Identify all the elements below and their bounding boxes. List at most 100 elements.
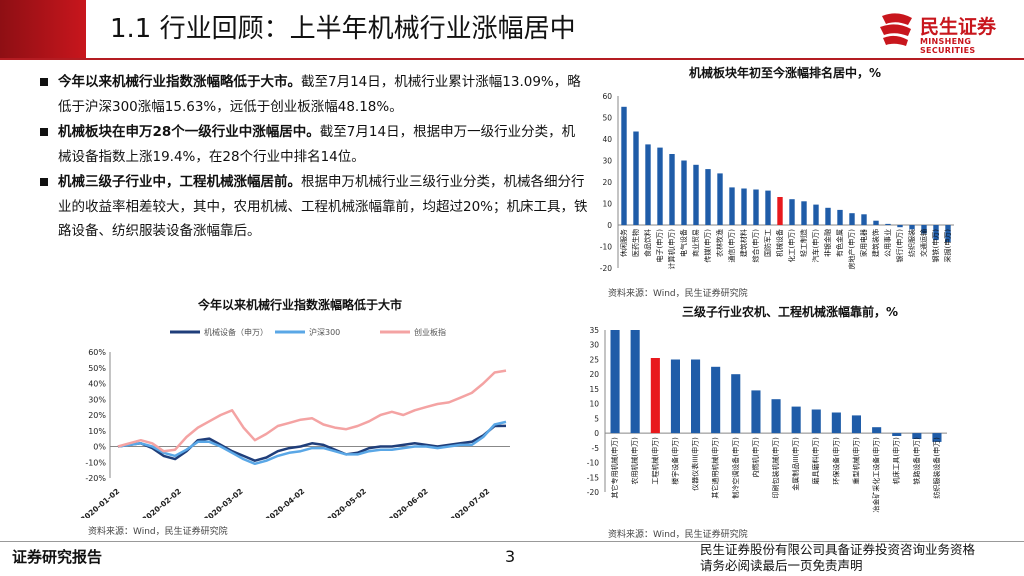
x-tick-label: 2020-03-02 [202,487,245,518]
bar [813,204,819,225]
category-label: 机床工具(申万) [892,437,901,485]
category-label: 有色金属 [835,229,844,257]
x-tick-label: 2020-04-02 [264,487,307,518]
bullet-item: 机械板块在申万28个一级行业中涨幅居中。截至7月14日，根据申万一级行业分类，机… [28,120,588,169]
bar [645,144,651,225]
bar [777,197,783,225]
legend-label: 沪深300 [309,327,340,337]
bar [909,225,915,230]
category-label: 内燃机(申万) [751,437,760,478]
category-label: 纺织服装 [907,229,916,257]
category-label: 采掘(申万) [943,229,952,263]
y-tick-label: 25 [589,355,599,364]
x-tick-label: 2020-01-02 [79,487,122,518]
y-tick-label: 60% [88,348,106,357]
bar [831,412,841,434]
bar [731,374,741,434]
category-label: 钢铁(申万) [931,229,940,263]
x-tick-label: 2020-05-02 [325,487,368,518]
category-label: 制冷空调设备(申万) [731,437,740,499]
line-chart-source: 资料来源：Wind，民生证券研究院 [88,527,228,537]
category-label: 金属制品III(申万) [791,437,800,491]
y-tick-label: 5 [594,414,599,423]
rank-chart-source: 资料来源：Wind，民生证券研究院 [608,289,748,299]
category-label: 商业贸易 [691,229,700,257]
bar [849,213,855,225]
bar [633,131,639,225]
page-title: 1.1 行业回顾：上半年机械行业涨幅居中 [110,14,576,44]
bar [621,106,627,226]
bullet-text: 截至7月14日，根据申万一级行业分类，机械设备指数上涨19.4%，在28个行业中… [58,124,576,165]
category-label: 纺织服装设备(申万) [932,437,941,499]
bar [670,359,680,434]
y-tick-label: -10% [85,458,106,467]
category-label: 电气设备 [679,229,688,257]
bar [932,433,942,442]
y-tick-label: 10 [602,200,612,209]
footer-report-label: 证券研究报告 [12,548,103,566]
category-label: 非银金融 [823,229,832,257]
rank-bar-chart: 60 50 40 30 20 10 0 -10 -20 休闲服务 医药生物 食品饮料 电子(申万) 计算机… [600,92,954,273]
sub-chart-source: 资料来源：Wind，民生证券研究院 [608,530,748,540]
line-chart-title: 今年以来机械行业指数涨幅略低于大市 [197,298,402,312]
category-label: 综合(申万) [751,229,760,263]
category-label: 交通运输 [919,229,928,257]
y-tick-label: -20% [85,474,106,483]
category-label: 轻工制造 [799,229,808,257]
bar [912,433,922,439]
bar [921,225,927,234]
page-number: 3 [505,547,516,566]
category-label: 其它通用机械(申万) [711,437,720,499]
bar [765,190,771,225]
line-chart: 机械设备（申万） 沪深300 创业板指 60% 50% 40% 30% 20% 10% 0% -10… [79,327,510,518]
category-label: 建筑装饰 [871,229,880,257]
y-tick-label: -20 [600,264,612,273]
bar [711,366,721,434]
bar [801,201,807,225]
y-tick-label: -5 [592,444,600,453]
bar [741,188,747,225]
y-tick-label: -15 [587,473,599,482]
bar [872,427,882,434]
bullet-heading: 今年以来机械行业指数涨幅略低于大市。 [58,74,301,90]
category-label: 公用事业 [883,229,892,257]
bar [705,169,711,225]
sub-industry-bar-chart: 35 30 25 20 15 10 5 0 -5 -10 -15 -20 其它专用机械(申万) 农用机械(… [587,326,947,513]
y-tick-label: 50 [602,114,612,123]
y-tick-label: 20% [88,411,106,420]
bar [630,330,640,434]
footer-rule [0,541,1024,542]
category-label: 铁路设备(申万) [912,437,921,485]
bullet-list: 今年以来机械行业指数涨幅略低于大市。截至7月14日，机械行业累计涨幅13.09%… [28,70,588,245]
category-label: 冶金矿采化工设备(申万) [872,437,881,513]
bar [717,173,723,225]
y-tick-label: -20 [587,488,599,497]
y-tick-label: 20 [602,178,612,187]
category-label: 休闲服务 [619,229,628,257]
bar [945,225,951,243]
category-label: 传媒(申万) [703,229,712,263]
x-tick-label: 2020-02-02 [140,487,183,518]
y-tick-label: 15 [589,385,599,394]
bar [650,358,660,434]
category-label: 环保设备(申万) [831,437,840,485]
y-tick-label: -10 [587,459,599,468]
category-label: 仪器仪表III(申万) [691,437,700,491]
y-tick-label: 50% [88,364,106,373]
category-label: 磨具磨料(申万) [811,437,820,485]
series-line [117,369,507,453]
category-label: 印刷包装机械(申万) [771,437,780,499]
category-label: 国防军工 [763,229,772,257]
series-line [117,424,507,462]
header-bar: 1.1 行业回顾：上半年机械行业涨幅居中 民生证券 MINSHENG SECUR… [0,0,1024,62]
y-tick-label: 30% [88,395,106,404]
category-label: 食品饮料 [643,229,652,257]
category-label: 银行(申万) [895,229,904,263]
bar [837,209,843,225]
logo-mark-icon [880,13,912,46]
bar [729,187,735,225]
footer-disclaimer-line2: 请务必阅读最后一页免责声明 [700,558,863,573]
bar [751,390,761,434]
legend-label: 创业板指 [414,327,446,337]
bar [789,199,795,225]
